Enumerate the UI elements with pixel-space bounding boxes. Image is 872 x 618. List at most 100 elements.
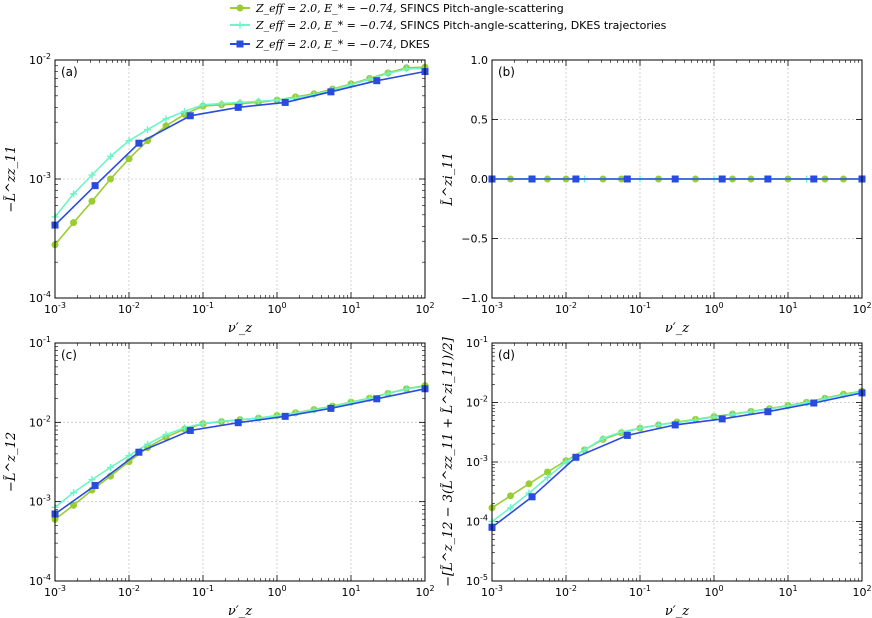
data-point [281,98,289,106]
data-point [543,473,551,481]
data-point [234,419,242,427]
data-point [572,453,580,461]
data-point [373,77,381,85]
data-point [125,155,133,163]
data-point [507,504,515,512]
data-point [671,175,679,183]
legend-marker-plus [236,21,244,29]
data-point [292,409,300,417]
x-tick-label: 10-1 [629,301,651,316]
data-point [384,70,392,78]
x-tick-label: 100 [704,584,723,599]
data-point [671,421,679,429]
data-point [186,426,194,434]
y-tick-label: 10-5 [466,573,488,588]
data-point [810,399,818,407]
data-point [525,480,533,488]
data-point [581,446,589,454]
x-tick-label: 101 [778,584,797,599]
data-point [135,139,143,147]
x-tick-label: 10-3 [481,584,503,599]
series-line [491,392,863,528]
series-line [491,390,863,523]
data-point [144,126,152,134]
panel-3: 10-3 10-2 10-1 100 101 102 10-5 10-4 10-3 10-2 10-… [440,335,872,618]
y-tick-label: 10-1 [29,335,51,350]
y-tick-label: 10-3 [29,494,51,509]
legend-entry-dkes: Z_eff = 2.0, E_* = −0.74, DKES [230,38,430,51]
data-point [218,100,226,108]
series-sfincs_dkes [51,64,429,221]
panel-label: (b) [498,65,515,79]
series-line [54,384,426,520]
x-tick-label: 102 [852,584,871,599]
data-point [88,476,96,484]
y-tick-label: −1.0 [461,292,488,305]
data-point [366,75,374,83]
data-point [70,489,78,497]
data-point [70,501,78,509]
x-tick-label: 102 [415,301,434,316]
panel-1: 10-3 10-2 10-1 100 101 102 −1.0 −0.5 0.0 0.5 1.0 (b… [440,54,872,336]
data-point [88,171,96,179]
series-dkes [51,68,429,229]
axes-frame [491,59,863,299]
data-point [281,412,289,420]
legend-label: Z_eff = 2.0, E_* = −0.74, DKES [255,38,430,51]
x-tick-label: 10-3 [44,584,66,599]
data-point [218,417,226,425]
series-dkes [51,385,429,518]
x-tick-label: 100 [704,301,723,316]
data-point [572,175,580,183]
data-point [764,408,772,416]
data-point [234,103,242,111]
data-point [273,96,281,104]
data-point [718,415,726,423]
data-point [91,481,99,489]
panel-label: (c) [61,348,77,362]
data-point [718,175,726,183]
data-point [106,152,114,160]
y-axis-label: −L̃^zz_11 [3,145,19,212]
legend-entry-sfincs_dkes: Z_eff = 2.0, E_* = −0.74, SFINCS Pitch-a… [230,19,667,32]
data-point [655,421,663,429]
y-tick-label: 0.0 [471,173,489,186]
data-point [623,175,631,183]
panel-label: (d) [498,348,515,362]
data-point [125,452,133,460]
legend-label: Z_eff = 2.0, E_* = −0.74, SFINCS Pitch-a… [255,2,564,15]
y-axis-label: −L̃^z_12 [3,432,19,492]
y-tick-label: 10-3 [466,454,488,469]
series-sfincs [488,387,866,512]
x-axis-label: ν′_z [228,604,252,618]
x-tick-label: 102 [415,584,434,599]
data-point [199,101,207,109]
data-point [91,182,99,190]
y-axis-label: −[L̃^z_12 − 3(L̃^zz_11 + L̃^zi_11)/2] [440,336,456,587]
data-point [402,385,410,393]
data-point [162,431,170,439]
data-point [88,197,96,205]
y-axis-label: L̃^zi_11 [440,152,456,207]
y-tick-label: 10-2 [466,395,488,410]
series-dkes [488,389,866,531]
x-axis-label: ν′_z [228,321,252,336]
axes-frame [54,59,426,299]
x-tick-label: 101 [778,301,797,316]
y-tick-label: 10-2 [29,52,51,67]
x-tick-label: 10-2 [555,584,577,599]
series-line [54,388,426,515]
data-point [599,434,607,442]
x-tick-label: 10-1 [192,301,214,316]
y-tick-label: 10-4 [466,514,488,529]
data-point [180,107,188,115]
panel-2: 10-3 10-2 10-1 100 101 10210-410-310-210-1(c)… [3,335,435,618]
x-axis-label: ν′_z [665,321,689,336]
y-tick-label: −0.5 [461,233,488,246]
panels: 10-3 10-2 10-1 100 101 10210-410-310-2(a)ν′_z… [3,52,872,618]
data-point [636,424,644,432]
x-tick-label: 10-2 [118,584,140,599]
data-point [254,97,262,105]
data-point [162,115,170,123]
series-line [491,390,863,509]
